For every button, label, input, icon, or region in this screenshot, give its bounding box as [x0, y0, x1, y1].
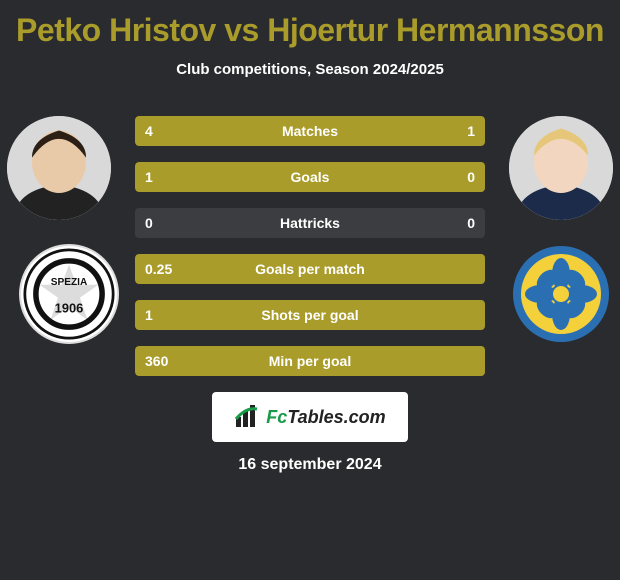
page-subtitle: Club competitions, Season 2024/2025	[0, 53, 620, 96]
svg-text:SPEZIA: SPEZIA	[51, 277, 88, 288]
stat-row: 41Matches	[135, 116, 485, 146]
club-left-logo: SPEZIA 1906	[19, 244, 119, 344]
club-right-logo	[511, 244, 611, 344]
page-title: Petko Hristov vs Hjoertur Hermannsson	[0, 0, 620, 53]
fctables-logo: FcTables.com	[212, 392, 408, 442]
stat-row: 10Goals	[135, 162, 485, 192]
stat-label: Min per goal	[135, 353, 485, 369]
stat-label: Shots per goal	[135, 307, 485, 323]
stat-row: 360Min per goal	[135, 346, 485, 376]
stat-bars: 41Matches 10Goals 00Hattricks 0.25Goals per…	[135, 96, 485, 376]
player-right-avatar	[509, 116, 613, 220]
stat-label: Goals	[135, 169, 485, 185]
stat-row: 0.25Goals per match	[135, 254, 485, 284]
stat-label: Goals per match	[135, 261, 485, 277]
date-text: 16 september 2024	[0, 450, 620, 474]
stat-row: 1Shots per goal	[135, 300, 485, 330]
stat-label: Hattricks	[135, 215, 485, 231]
stat-label: Matches	[135, 123, 485, 139]
svg-text:1906: 1906	[55, 300, 84, 315]
comparison-panel: SPEZIA 1906 41Matches 10Goals 00Hattricks 0…	[0, 96, 620, 474]
player-left-avatar	[7, 116, 111, 220]
stat-row: 00Hattricks	[135, 208, 485, 238]
